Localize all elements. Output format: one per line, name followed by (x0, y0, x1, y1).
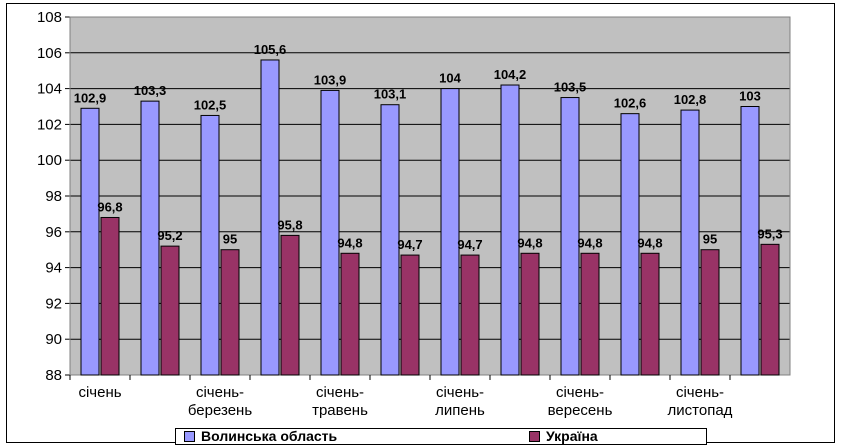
legend-label-ukraine: Україна (546, 428, 598, 444)
data-label-volyn: 105,6 (254, 42, 287, 57)
y-tick-label: 104 (37, 81, 62, 98)
data-label-ukraine: 95,8 (277, 217, 302, 232)
data-label-ukraine: 94,8 (337, 235, 362, 250)
legend-swatch-ukraine (529, 430, 540, 442)
bar-volyn (80, 107, 100, 376)
y-tick-label: 106 (37, 45, 62, 62)
data-label-volyn: 103,5 (554, 80, 587, 95)
bar-ukraine (760, 243, 780, 376)
x-category-label: січень-листопад (668, 384, 733, 419)
x-category-label: січень (78, 384, 121, 401)
data-label-ukraine: 94,8 (517, 235, 542, 250)
bar-volyn (680, 109, 700, 376)
data-label-ukraine: 94,8 (637, 235, 662, 250)
data-label-ukraine: 95,2 (157, 228, 182, 243)
y-tick-label: 100 (37, 152, 62, 169)
legend-item-volyn: Волинська область (184, 429, 337, 444)
bar-volyn (500, 84, 520, 376)
x-category-label-line: травень (312, 402, 368, 419)
x-category-label-line: січень- (556, 384, 604, 401)
bar-ukraine (280, 234, 300, 376)
x-category-label: січень-липень (435, 384, 485, 419)
bar-chart: 88 90 92 94 96 98 100 102 104 106 108 102,9 96,8 103,… (37, 9, 791, 419)
bar-volyn (140, 100, 160, 376)
data-label-volyn: 102,6 (614, 96, 647, 111)
y-tick-label: 108 (37, 9, 62, 26)
y-tick-label: 102 (37, 116, 62, 133)
bar-ukraine (220, 249, 240, 376)
y-tick-label: 98 (45, 188, 62, 205)
bar-ukraine (400, 254, 420, 376)
bar-ukraine (460, 254, 480, 376)
bar-ukraine (340, 252, 360, 376)
y-tick-label: 90 (45, 331, 62, 348)
data-label-ukraine: 94,7 (397, 237, 422, 252)
legend-swatch-volyn (184, 430, 195, 442)
bar-volyn (200, 114, 220, 376)
y-tick-label: 94 (45, 260, 62, 277)
bar-volyn (620, 113, 640, 376)
bar-volyn (560, 97, 580, 376)
data-label-ukraine: 94,8 (577, 235, 602, 250)
data-label-volyn: 103,3 (134, 83, 167, 98)
x-category-label-line: січень- (316, 384, 364, 401)
x-category-label-line: січень (78, 384, 121, 401)
data-label-volyn: 102,8 (674, 92, 707, 107)
x-category-label: січень-травень (312, 384, 368, 419)
bar-ukraine (100, 216, 120, 376)
data-label-volyn: 103 (739, 89, 761, 104)
legend: Волинська область Україна (175, 428, 707, 445)
bar-volyn (320, 89, 340, 376)
bar-volyn (380, 104, 400, 376)
data-label-volyn: 103,9 (314, 72, 347, 87)
bar-ukraine (580, 252, 600, 376)
data-label-ukraine: 95,3 (757, 226, 782, 241)
bar-ukraine (640, 252, 660, 376)
data-label-ukraine: 94,7 (457, 237, 482, 252)
data-label-ukraine: 96,8 (97, 199, 122, 214)
data-label-volyn: 103,1 (374, 87, 407, 102)
x-category-label-line: вересень (548, 402, 613, 419)
x-category-label-line: липень (435, 402, 485, 419)
bar-ukraine (520, 252, 540, 376)
data-label-ukraine: 95 (703, 232, 717, 247)
y-tick-label: 88 (45, 367, 62, 384)
data-label-volyn: 102,5 (194, 97, 227, 112)
y-tick-label: 92 (45, 295, 62, 312)
x-category-label-line: січень- (676, 384, 724, 401)
data-label-volyn: 102,9 (74, 90, 107, 105)
legend-item-ukraine: Україна (529, 429, 598, 444)
bar-volyn (440, 88, 460, 376)
bar-volyn (260, 59, 280, 376)
bar-ukraine (160, 245, 180, 376)
x-category-label: січень-вересень (548, 384, 613, 419)
data-label-ukraine: 95 (223, 232, 237, 247)
x-category-label-line: січень- (436, 384, 484, 401)
bar-ukraine (700, 249, 720, 376)
y-tick-label: 96 (45, 224, 62, 241)
data-label-volyn: 104,2 (494, 67, 527, 82)
x-category-label-line: січень- (196, 384, 244, 401)
x-category-label: січень-березень (188, 384, 252, 419)
x-category-label-line: березень (188, 402, 252, 419)
data-label-volyn: 104 (439, 71, 461, 86)
bar-volyn (740, 106, 760, 376)
legend-label-volyn: Волинська область (201, 428, 338, 444)
x-category-label-line: листопад (668, 402, 733, 419)
